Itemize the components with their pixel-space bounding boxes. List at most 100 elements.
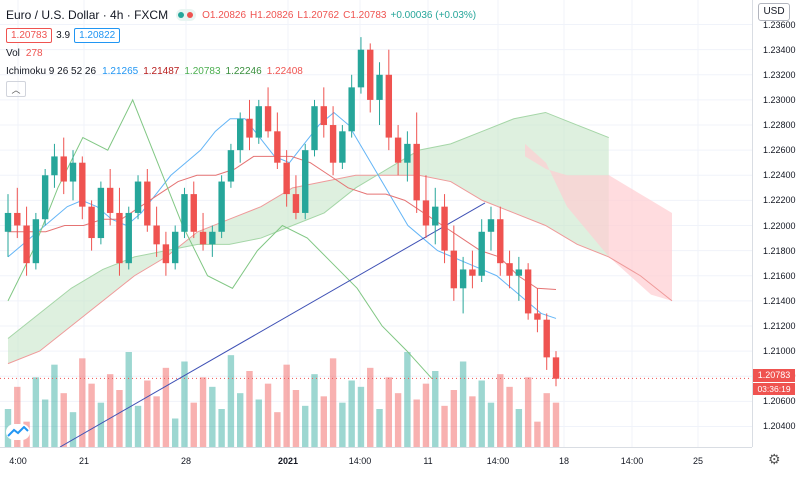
chart-area[interactable] — [0, 0, 752, 447]
currency-button[interactable]: USD — [758, 3, 790, 21]
candle-body — [329, 125, 337, 163]
volume-bar — [283, 364, 290, 447]
chart-legend: Euro / U.S. Dollar · 4h · FXCM O1.20826 … — [6, 6, 480, 98]
volume-bar — [376, 409, 383, 447]
candle-body — [32, 219, 40, 264]
volume-bar — [385, 377, 393, 447]
candle-body — [237, 118, 244, 151]
candle-body — [181, 194, 188, 232]
bar-countdown-label: 03:36:19 — [753, 383, 795, 395]
candle-body — [162, 244, 170, 264]
ichimoku-span-a-line — [7, 111, 609, 339]
candle-body — [459, 269, 467, 289]
candle-body — [422, 200, 430, 226]
candle-body — [367, 49, 374, 100]
price-tick-label: 1.21200 — [763, 320, 796, 331]
exchange-label: FXCM — [134, 8, 169, 22]
sell-button[interactable]: 1.20783 — [6, 27, 53, 43]
candle-body — [227, 150, 235, 182]
candle-body — [23, 225, 30, 264]
volume-bar — [552, 402, 560, 447]
candle-body — [413, 143, 420, 201]
time-tick-label: 11 — [423, 456, 433, 466]
volume-bar — [320, 396, 327, 447]
close-value: C1.20783 — [343, 9, 387, 21]
candle-body — [106, 187, 114, 213]
candle-body — [97, 187, 105, 239]
price-tick-label: 1.23400 — [763, 44, 796, 55]
volume-bar — [478, 380, 485, 447]
ichimoku-legend[interactable]: Ichimoku 9 26 52 26 1.21265 1.21487 1.20… — [6, 62, 480, 80]
candle-body — [506, 263, 513, 276]
price-tick-label: 1.22400 — [763, 170, 796, 181]
high-value: H1.20826 — [250, 9, 294, 21]
collapse-row: ︿ — [6, 80, 480, 98]
low-value: L1.20762 — [297, 9, 340, 21]
candle-body — [394, 137, 402, 163]
candle-body — [469, 269, 476, 276]
price-tick-label: 1.21400 — [763, 295, 796, 306]
volume-bar — [97, 402, 105, 447]
volume-bar — [441, 405, 448, 447]
volume-bar — [144, 380, 151, 447]
volume-bar — [357, 386, 365, 447]
candle-body — [218, 181, 225, 232]
time-tick-label: 2021 — [277, 456, 299, 466]
candle-body — [88, 206, 95, 239]
volume-label: Vol — [6, 47, 20, 59]
candle-body — [51, 156, 58, 176]
market-status-icon[interactable] — [176, 9, 197, 21]
volume-bar — [469, 396, 476, 447]
buy-button[interactable]: 1.20822 — [74, 27, 121, 43]
trade-row: 1.20783 3.9 1.20822 — [6, 26, 480, 44]
volume-bar — [218, 409, 225, 447]
volume-legend[interactable]: Vol 278 — [6, 44, 480, 62]
volume-bar — [116, 390, 123, 447]
volume-bar — [32, 377, 40, 447]
candle-body — [357, 49, 365, 88]
time-tick-label: 14:00 — [620, 456, 644, 466]
ichimoku-cloud-bearish — [525, 143, 672, 301]
candle-body — [497, 219, 504, 264]
volume-bar — [125, 352, 132, 447]
price-chart[interactable] — [0, 0, 752, 447]
tradingview-logo[interactable] — [6, 424, 30, 440]
ichimoku-span-a-value: 1.22246 — [225, 65, 262, 77]
candle-body — [339, 131, 346, 163]
volume-bar — [134, 405, 142, 447]
candle-body — [385, 74, 393, 138]
symbol-title[interactable]: Euro / U.S. Dollar · 4h · FXCM — [6, 8, 169, 22]
price-tick-label: 1.22800 — [763, 120, 796, 131]
open-value: O1.20826 — [202, 9, 247, 21]
candle-body — [60, 156, 67, 182]
candle-body — [274, 131, 281, 163]
gear-icon[interactable]: ⚙ — [768, 451, 781, 467]
ichimoku-conversion-value: 1.21265 — [102, 65, 139, 77]
candle-body — [552, 357, 560, 379]
candle-body — [79, 162, 86, 207]
candle-body — [450, 250, 458, 289]
volume-bar — [311, 374, 318, 447]
time-tick-label: 28 — [180, 456, 192, 466]
volume-bar — [394, 393, 402, 447]
ichimoku-lagging-line — [7, 98, 433, 380]
volume-bar — [413, 399, 420, 447]
volume-bar — [506, 386, 513, 447]
candle-body — [487, 219, 495, 232]
volume-bar — [534, 421, 541, 447]
volume-bar — [79, 358, 86, 447]
chevron-up-icon[interactable]: ︿ — [6, 81, 26, 97]
spread-value: 3.9 — [56, 29, 71, 41]
volume-bar — [274, 412, 281, 447]
ichimoku-lagging-value: 1.20783 — [184, 65, 221, 77]
time-tick-label: 18 — [558, 456, 570, 466]
time-axis[interactable]: 4:00 21 28 2021 14:00 11 14:00 18 14:00 25 — [0, 447, 752, 478]
candle-body — [255, 106, 262, 138]
time-tick-label: 25 — [692, 456, 704, 466]
candle-body — [116, 212, 123, 264]
candle-body — [524, 269, 532, 314]
candle-body — [125, 212, 132, 264]
ichimoku-span-b-line — [7, 174, 673, 365]
volume-bar — [181, 361, 188, 447]
candle-body — [478, 231, 485, 276]
